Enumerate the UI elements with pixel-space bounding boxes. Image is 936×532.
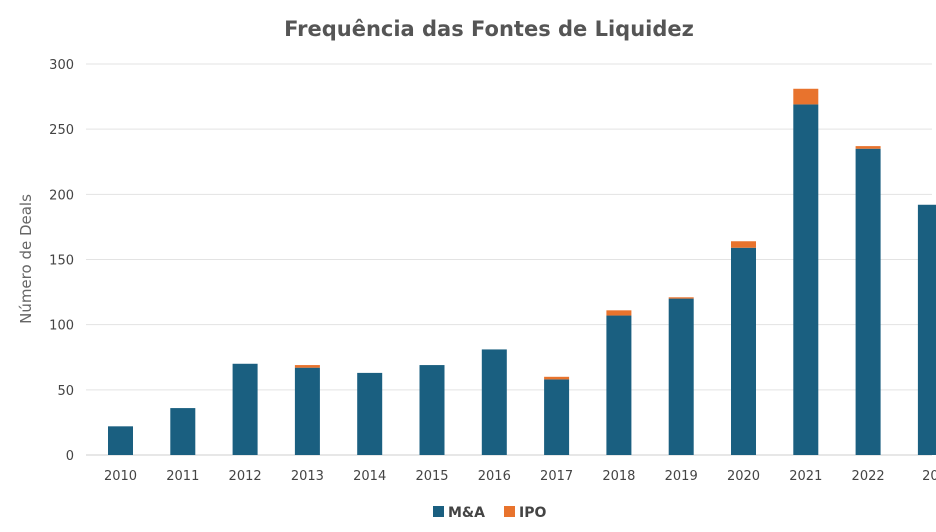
bar-ma-2014 [357,372,383,455]
legend-swatch [433,506,444,517]
bar-ipo-2017 [544,376,570,380]
bar-ma-2019 [668,298,694,455]
x-tick-label: 2019 [665,469,698,484]
chart-title: Frequência das Fontes de Liquidez [284,17,694,41]
bar-ipo-2021 [793,88,819,105]
bar-ma-2021 [793,104,819,456]
x-tick-label: 2020 [727,469,760,484]
x-tick-label: 2014 [353,469,386,484]
bar-ma-2015 [419,365,445,455]
bars [108,88,936,456]
legend-label: IPO [519,505,546,521]
bar-ipo-2018 [606,310,632,316]
bar-ma-2016 [481,349,507,455]
bar-ma-2022 [855,148,881,455]
bar-ma-2017 [544,379,570,455]
x-tick-label: 2021 [789,469,822,484]
y-tick-label: 300 [49,58,74,73]
x-tick-label: 2012 [229,469,262,484]
legend-label: M&A [448,505,485,521]
bar-ipo-2013 [294,365,320,368]
bar-ma-2018 [606,315,632,455]
x-tick-label: 20 [922,469,936,484]
gridlines [86,63,932,456]
bar-ma-2012 [232,363,258,455]
y-tick-label: 150 [49,254,74,269]
bar-ma-2011 [170,408,196,455]
x-tick-label: 2017 [540,469,573,484]
y-tick-label: 0 [66,449,74,464]
y-tick-label: 100 [49,319,74,334]
x-tick-label: 2022 [852,469,885,484]
bar-ma-2010 [108,426,133,455]
y-tick-label: 50 [57,384,74,399]
bar-ma-20 [917,204,936,455]
x-tick-label: 2013 [291,469,324,484]
legend-swatch [504,506,515,517]
y-axis-label: Número de Deals [17,194,35,324]
bar-ipo-2020 [731,241,756,248]
x-tick-label: 2018 [602,469,635,484]
y-tick-label: 200 [49,188,74,203]
bar-ma-2020 [731,247,756,455]
x-tick-label: 2016 [478,469,511,484]
bar-ipo-2019 [668,297,694,299]
legend: M&A IPO [433,505,546,521]
bar-ma-2013 [294,367,320,455]
bar-ipo-2022 [855,146,881,149]
x-axis-ticks: 2010 2011 2012 2013 2014 2015 2016 2017 2018 2019… [104,469,936,484]
y-tick-label: 250 [49,123,74,138]
x-tick-label: 2011 [166,469,199,484]
y-axis-ticks: 0 50 100 150 200 250 300 [49,58,74,464]
x-tick-label: 2010 [104,469,137,484]
x-tick-label: 2015 [415,469,448,484]
